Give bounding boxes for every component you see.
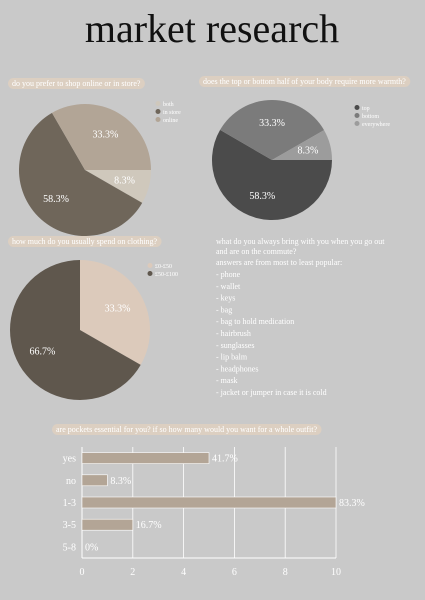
legend-label: bottom — [362, 114, 379, 120]
legend-label: everywhere — [362, 122, 390, 128]
pie-slice — [52, 104, 151, 170]
legend-swatch — [354, 113, 360, 118]
legend-label: top — [362, 106, 370, 112]
chart-title: are pockets essential for you? if so how… — [56, 425, 317, 434]
pie-slice — [85, 170, 151, 203]
chart-title: do you prefer to shop online or in store… — [12, 79, 141, 88]
pie-slice — [18, 112, 143, 236]
bar — [81, 474, 108, 487]
chart-title: how much do you usually spend on clothin… — [12, 237, 158, 246]
chart-title: does the top or bottom half of your body… — [203, 77, 406, 86]
pie-slice — [211, 129, 332, 220]
x-tick-label: 8 — [283, 567, 288, 578]
x-tick-label: 0 — [80, 567, 85, 578]
y-tick-label: no — [66, 476, 76, 487]
bar — [81, 496, 337, 509]
slice-label: 33.3% — [105, 303, 131, 314]
list-item: - hairbrush — [216, 329, 251, 338]
legend-swatch — [147, 271, 153, 276]
list-item: - wallet — [216, 282, 241, 291]
pie-slice — [80, 260, 150, 365]
list-item: - lip balm — [216, 353, 248, 362]
title-pill — [199, 76, 411, 87]
value-label: 8.3% — [110, 476, 131, 487]
legend-swatch — [354, 105, 360, 110]
y-tick-label: 5-8 — [63, 542, 76, 553]
text-heading: what do you always bring with you when y… — [216, 237, 385, 246]
bar — [81, 452, 210, 464]
list-item: - bag to hold medication — [216, 317, 294, 326]
pie-slice — [272, 130, 332, 160]
x-tick-label: 6 — [232, 567, 237, 578]
value-label: 41.7% — [212, 454, 238, 465]
value-label: 16.7% — [136, 520, 162, 531]
bar — [81, 518, 134, 531]
slice-label: 33.3% — [93, 130, 119, 141]
text-heading: and are on the commute? — [216, 247, 297, 256]
legend-label: £0-£50 — [155, 264, 172, 270]
x-tick-label: 4 — [181, 567, 186, 578]
y-tick-label: 3-5 — [63, 520, 76, 531]
page-title: market research — [85, 6, 339, 51]
value-label: 83.3% — [339, 498, 365, 509]
legend-label: in store — [163, 110, 181, 116]
legend-swatch — [354, 121, 360, 126]
slice-label: 8.3% — [298, 145, 319, 156]
legend-swatch — [155, 117, 161, 122]
pie-slice — [220, 100, 325, 160]
slice-label: 8.3% — [114, 176, 135, 187]
legend-label: both — [163, 102, 174, 108]
title-pill — [52, 424, 322, 435]
list-item: - keys — [216, 294, 235, 303]
pie-slice — [9, 260, 141, 401]
legend-swatch — [155, 101, 161, 106]
text-subheading: answers are from most to least popular: — [216, 258, 342, 267]
legend-label: £50-£100 — [155, 272, 178, 278]
list-item: - jacket or jumper in case it is cold — [216, 388, 327, 397]
legend-swatch — [147, 263, 153, 268]
slice-label: 58.3% — [43, 194, 69, 205]
y-tick-label: yes — [63, 454, 76, 465]
x-tick-label: 2 — [130, 567, 135, 578]
list-item: - sunglasses — [216, 341, 254, 350]
list-item: - headphones — [216, 364, 258, 373]
y-tick-label: 1-3 — [63, 498, 76, 509]
slice-label: 58.3% — [249, 191, 275, 202]
list-item: - mask — [216, 376, 238, 385]
legend-swatch — [155, 109, 161, 114]
list-item: - bag — [216, 305, 232, 314]
slice-label: 66.7% — [30, 347, 56, 358]
legend-label: online — [163, 118, 178, 124]
title-pill — [8, 236, 162, 247]
slice-label: 33.3% — [259, 118, 285, 129]
x-tick-label: 10 — [331, 567, 341, 578]
value-label: 0% — [85, 542, 98, 553]
list-item: - phone — [216, 270, 241, 279]
title-pill — [8, 78, 145, 89]
